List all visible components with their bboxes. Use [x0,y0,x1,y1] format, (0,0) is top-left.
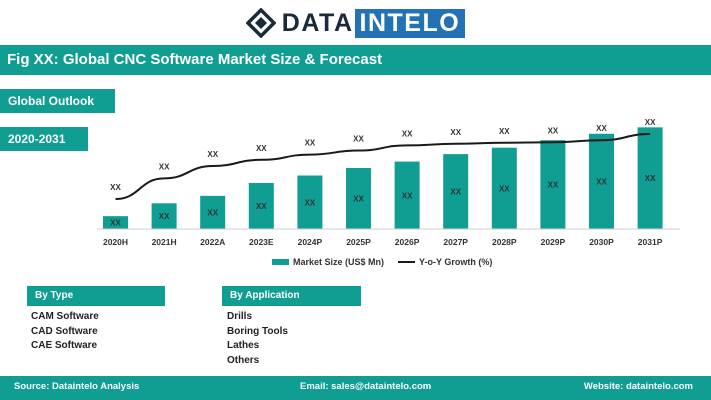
list-item: Drills [227,311,253,322]
line-data-label: XX [450,128,461,137]
bar-data-label: XX [402,191,413,200]
x-tick-label: 2026P [395,237,420,247]
list-item: Others [227,354,260,366]
chart-legend: Market Size (US$ Mn) Y-o-Y Growth (%) [272,255,492,269]
x-tick-label: 2030P [589,237,614,247]
x-tick-label: 2027P [443,237,468,247]
bar-2023E [248,182,274,229]
list-item: CAD Software [31,325,98,337]
line-data-label: XX [402,129,413,138]
brand-name-part2: INTELO [354,8,466,38]
bar-data-label: XX [548,181,559,190]
bar-2026P [394,161,420,229]
bar-data-label: XX [596,177,607,186]
brand-logo: DATA INTELO [0,7,711,39]
line-data-label: XX [207,150,218,159]
bar-2024P [297,175,323,229]
x-tick-label: 2021H [152,237,177,247]
line-data-label: XX [596,124,607,133]
list-item: CAE Software [31,340,98,351]
line-data-label: XX [353,135,364,144]
line-data-label: XX [159,162,170,171]
line-data-label: XX [256,144,267,153]
bar-data-label: XX [110,219,121,228]
bar-2022A [200,195,226,229]
line-data-label: XX [548,126,559,135]
diamond-logo-icon [245,8,276,38]
by-application-heading: By Application [222,286,361,306]
by-application-list: Drills Boring Tools Lathes Others [227,310,288,368]
legend-line-swatch [398,261,416,263]
bar-data-label: XX [450,188,461,197]
line-data-label: XX [110,183,121,192]
brand-name-part1: DATA [281,8,354,37]
bar-2020H [103,216,128,229]
outlook-tag: Global Outlook [0,89,115,113]
list-item: Lathes [227,340,260,351]
x-tick-label: 2025P [346,237,371,247]
list-item: CAM Software [31,311,99,322]
footer-source: Source: Dataintelo Analysis [14,381,140,392]
footer-bar: Source: Dataintelo Analysis Email: sales… [0,376,711,400]
bar-2021H [151,203,177,229]
line-data-label: XX [305,139,316,148]
figure-title: Fig XX: Global CNC Software Market Size … [0,45,711,75]
bar-data-label: XX [645,174,656,183]
bar-2027P [443,154,469,229]
by-type-list: CAM Software CAD Software CAE Software [31,310,99,354]
bar-data-label: XX [499,184,510,193]
x-tick-label: 2029P [541,237,566,247]
bar-2031P [637,127,663,229]
period-tag: 2020-2031 [0,127,88,151]
bar-data-label: XX [256,202,267,211]
legend-line-label: Y-o-Y Growth (%) [419,257,493,267]
bar-2025P [346,168,371,229]
x-tick-label: 2022A [200,237,225,247]
list-item: Boring Tools [227,325,288,337]
footer-email[interactable]: Email: sales@dataintelo.com [300,381,432,392]
by-type-heading: By Type [27,286,165,306]
bar-data-label: XX [305,198,316,207]
x-tick-label: 2023E [249,237,274,247]
bar-data-label: XX [207,208,218,217]
line-data-label: XX [645,118,656,127]
x-tick-label: 2020H [103,237,128,247]
bar-2028P [491,147,517,229]
legend-bar-label: Market Size (US$ Mn) [293,257,385,267]
bar-data-label: XX [353,195,364,204]
line-data-label: XX [499,127,510,136]
x-tick-label: 2024P [298,237,323,247]
growth-line [115,133,651,200]
market-size-chart: XX 2020H XX 2021H XX 2022A XX 2023E XX 2024P XX 202… [97,118,681,247]
x-tick-label: 2031P [638,237,663,247]
legend-bar-swatch [272,259,289,265]
bar-2029P [540,140,566,229]
footer-website[interactable]: Website: dataintelo.com [583,381,693,392]
x-tick-label: 2028P [492,237,517,247]
bar-data-label: XX [159,212,170,221]
bar-2030P [589,133,614,229]
